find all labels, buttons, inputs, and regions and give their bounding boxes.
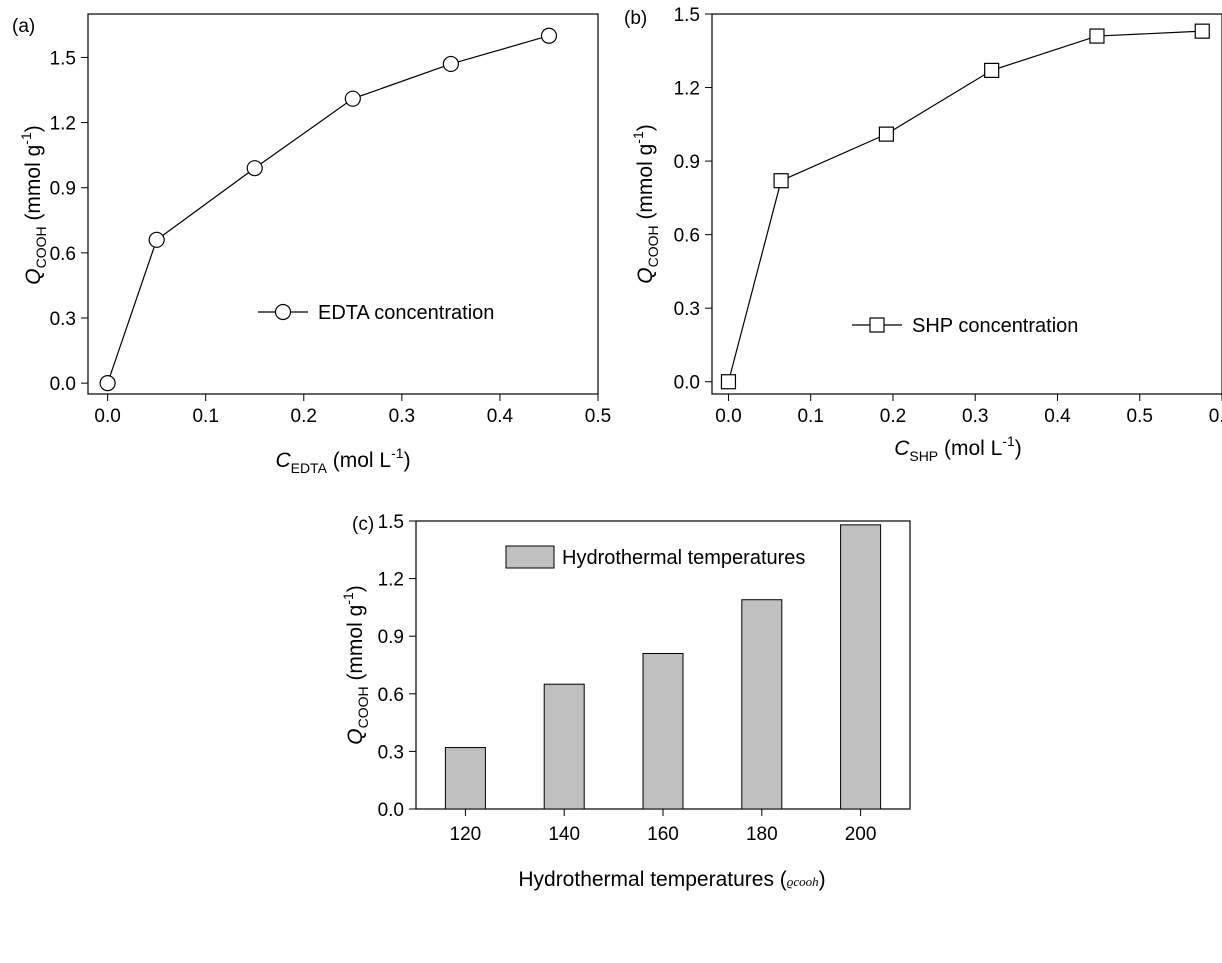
panel-a-data-point: [246, 160, 263, 177]
panel-a-x-tick-label: 0.5: [585, 406, 611, 427]
panel-b-series-line: [727, 30, 1203, 382]
panel-b-data-point: [1194, 23, 1210, 39]
panel-b-x-tick-label: 0.6: [1209, 406, 1222, 427]
panel-c-bar: [642, 652, 684, 810]
panel-a-x-tick-label: 0.2: [291, 406, 317, 427]
panel-a-y-tick-label: 0.3: [50, 309, 76, 330]
panel-a-y-tick-label: 0.0: [50, 374, 76, 395]
panel-a-x-tick-label: 0.1: [192, 406, 218, 427]
panel-b-y-tick-label: 1.2: [674, 79, 700, 100]
panel-b-plot-area: [711, 13, 1222, 395]
panel-c-x-tick-label: 120: [450, 824, 482, 845]
panel-b-series: [720, 23, 1210, 390]
panel-a-x-tick-label: 0.3: [389, 406, 415, 427]
panel-c-x-axis-label: Hydrothermal temperatures (ϱcooh): [518, 868, 825, 891]
panel-c-y-tick-label: 0.9: [378, 627, 404, 648]
panel-c-x-tick-label: 160: [647, 824, 679, 845]
panel-a-y-tick-label: 1.5: [50, 48, 76, 69]
panel-c-bar: [741, 599, 783, 810]
panel-a-series: [99, 27, 558, 392]
panel-a-x-axis-label: CEDTA (mol L-1): [275, 445, 410, 476]
panel-b-y-tick-label: 0.3: [674, 299, 700, 320]
panel-a-x-tick-label: 0.4: [487, 406, 514, 427]
panel-a: (a) 0.0 0.1 0.2 0.3 0.4 0.5 0.0 0.3 0.6 0.9 1.2 1.…: [12, 13, 611, 476]
panel-b: (b) 0.0 0.1 0.2 0.3 0.4 0.5 0.6 0.0 0.3 0.6 0.9 1.…: [624, 5, 1222, 464]
panel-c-y-ticks: 0.0 0.3 0.6 0.9 1.2 1.5: [378, 512, 416, 821]
panel-a-legend: EDTA concentration: [258, 302, 494, 324]
panel-c: (c) 120 140 160 180 200 0.0 0.3 0.6 0.9 1.2 1.5 H…: [340, 512, 911, 891]
panel-a-series-line: [107, 35, 550, 384]
panel-a-legend-marker: [274, 303, 292, 321]
panel-a-data-point: [148, 231, 165, 248]
panel-b-y-ticks: 0.0 0.3 0.6 0.9 1.2 1.5: [674, 5, 712, 394]
panel-a-plot-area: [87, 13, 599, 395]
panel-a-y-tick-label: 0.6: [50, 244, 76, 265]
panel-b-x-tick-label: 0.5: [1127, 406, 1153, 427]
panel-b-legend: SHP concentration: [852, 315, 1078, 337]
panel-c-y-tick-label: 0.0: [378, 800, 404, 821]
panel-c-y-tick-label: 1.5: [378, 512, 404, 533]
panel-c-bar: [840, 524, 882, 810]
panel-b-x-ticks: 0.0 0.1 0.2 0.3 0.4 0.5 0.6: [715, 394, 1222, 427]
panel-b-x-tick-label: 0.4: [1044, 406, 1071, 427]
panel-b-y-tick-label: 0.0: [674, 373, 700, 394]
panel-a-data-point: [442, 55, 459, 73]
panel-a-data-point: [99, 375, 116, 392]
panel-b-x-tick-label: 0.0: [715, 406, 741, 427]
panel-a-y-ticks: 0.0 0.3 0.6 0.9 1.2 1.5: [50, 48, 88, 395]
panel-b-y-axis-label: QCOOH (mmol g-1): [630, 124, 661, 283]
panel-b-legend-marker: [869, 317, 885, 333]
panel-c-y-tick-label: 0.3: [378, 742, 404, 763]
panel-c-x-tick-label: 180: [746, 824, 778, 845]
panel-a-label: (a): [12, 16, 35, 37]
panel-b-data-point: [720, 374, 737, 390]
panel-a-x-tick-label: 0.0: [94, 406, 120, 427]
panel-c-bars: [444, 524, 882, 810]
panel-c-legend: Hydrothermal temperatures: [505, 545, 805, 569]
panel-b-y-tick-label: 1.5: [674, 5, 700, 26]
panel-a-legend-label: EDTA concentration: [318, 302, 494, 324]
panel-c-x-tick-label: 200: [845, 824, 877, 845]
panel-b-y-tick-label: 0.6: [674, 226, 700, 247]
panel-b-legend-label: SHP concentration: [912, 315, 1078, 337]
panel-b-data-point: [878, 126, 894, 142]
panel-a-y-tick-label: 1.2: [50, 114, 76, 135]
panel-b-data-point: [984, 62, 1000, 78]
panel-a-data-point: [344, 90, 361, 107]
panel-c-x-ticks: 120 140 160 180 200: [450, 809, 877, 845]
panel-c-label: (c): [352, 514, 374, 535]
panel-c-legend-label: Hydrothermal temperatures: [562, 547, 805, 569]
panel-c-bar: [444, 747, 486, 810]
panel-a-x-ticks: 0.0 0.1 0.2 0.3 0.4 0.5: [94, 394, 611, 427]
panel-b-label: (b): [624, 8, 647, 29]
panel-b-data-point: [773, 173, 789, 189]
panel-a-y-axis-label: QCOOH (mmol g-1): [18, 125, 49, 284]
panel-c-y-tick-label: 1.2: [378, 570, 404, 591]
panel-a-y-tick-label: 0.9: [50, 179, 76, 200]
panel-c-y-axis-label: QCOOH (mmol g-1): [340, 585, 371, 744]
panel-c-x-tick-label: 140: [548, 824, 580, 845]
panel-a-data-point: [540, 27, 558, 44]
panel-c-legend-swatch: [505, 545, 555, 569]
panel-b-x-tick-label: 0.1: [797, 406, 823, 427]
panel-b-data-point: [1089, 28, 1105, 44]
panel-b-x-tick-label: 0.2: [880, 406, 906, 427]
panel-c-y-tick-label: 0.6: [378, 685, 404, 706]
panel-c-bar: [543, 683, 585, 810]
panel-b-y-tick-label: 0.9: [674, 152, 700, 173]
panel-b-x-axis-label: CSHP (mol L-1): [894, 433, 1022, 464]
panel-b-x-tick-label: 0.3: [962, 406, 988, 427]
